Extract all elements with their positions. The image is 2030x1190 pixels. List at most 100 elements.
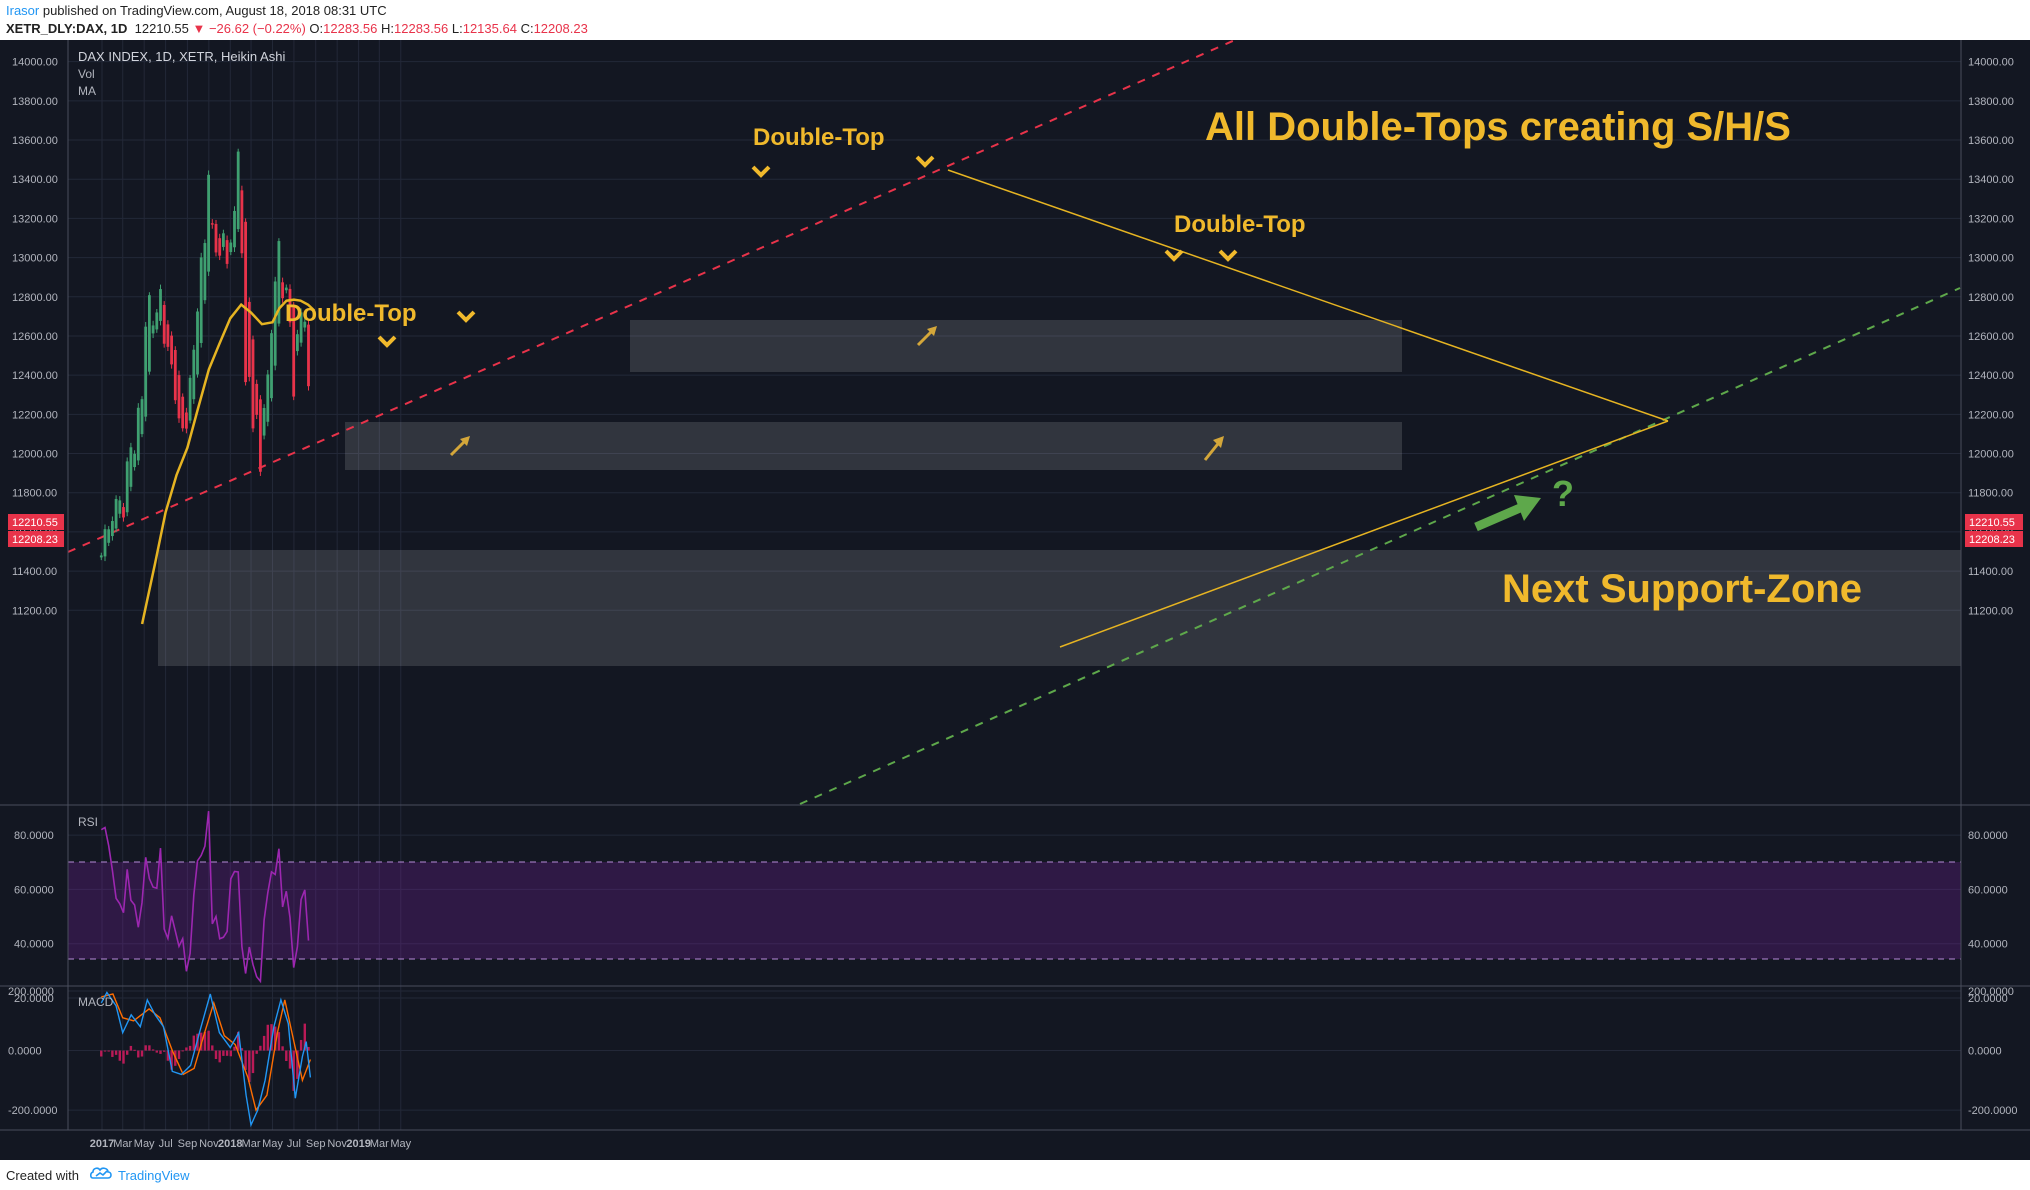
candle-body xyxy=(125,461,129,513)
histogram-bar xyxy=(203,1031,207,1051)
ohlc-line: XETR_DLY:DAX, 1D 12210.55 ▼ −26.62 (−0.2… xyxy=(6,21,588,36)
candle-body xyxy=(210,223,214,225)
close-price-tag-right xyxy=(1965,531,2023,547)
rsi-tick-left: 60.0000 xyxy=(14,884,54,896)
green-arrow-icon xyxy=(1474,495,1541,532)
rsi-tick-left: 20.0000 xyxy=(14,993,54,1005)
ma-line xyxy=(140,298,316,625)
time-tick: Mar xyxy=(113,1138,132,1150)
zone-middle xyxy=(345,422,1402,470)
histogram-bar xyxy=(111,1050,114,1057)
chevron-icon xyxy=(1164,249,1184,262)
question-mark-annotation: ? xyxy=(1552,473,1574,514)
candle-body xyxy=(221,233,225,247)
histogram-bar xyxy=(296,1050,299,1079)
rsi-label: RSI xyxy=(78,815,98,829)
candle-body xyxy=(173,349,177,401)
price-axis[interactable]: 14000.00 14000.00 13800.00 13800.00 13600.00… xyxy=(8,57,2018,1117)
candle-body xyxy=(122,507,125,518)
histogram-bar xyxy=(100,1050,103,1057)
macd-tick-left: 0.0000 xyxy=(8,1046,42,1058)
close-price-text-right: 12208.23 xyxy=(1969,534,2015,546)
price-tick-right: 11800.00 xyxy=(1968,488,2013,500)
candle-body xyxy=(207,174,210,272)
chart-canvas[interactable]: RSI MACD 14000.00 14000.00 13800.00 13800.0… xyxy=(0,40,2030,1160)
candle-body xyxy=(270,333,273,399)
time-tick: 2017 xyxy=(90,1138,114,1150)
time-axis[interactable]: 2017 Mar May Jul Sep Nov 2018 Mar May Jul Sep Nov 20… xyxy=(90,1138,412,1150)
candle-body xyxy=(147,295,151,372)
histogram-bar xyxy=(244,1050,247,1070)
price-tick-left: 12800.00 xyxy=(12,292,58,304)
candle-body xyxy=(166,324,170,347)
price-tick-left: 13400.00 xyxy=(12,174,58,186)
price-tick-left: 11400.00 xyxy=(12,566,57,578)
histogram-bar xyxy=(262,1035,266,1051)
candle-body xyxy=(292,305,296,397)
close-value: 12208.23 xyxy=(533,21,588,36)
annotations: All Double-Tops creating S/H/S Double-To… xyxy=(285,105,1862,611)
price-tick-left: 12600.00 xyxy=(12,331,58,343)
candle-body xyxy=(295,334,299,352)
price-tick-left: 13800.00 xyxy=(12,96,58,108)
candle-body xyxy=(266,374,270,422)
rsi-pane: RSI xyxy=(0,804,2030,984)
chevron-icon xyxy=(456,310,476,323)
histogram-bar xyxy=(148,1045,151,1051)
low-value: 12135.64 xyxy=(462,21,517,36)
histogram-bar xyxy=(222,1050,225,1056)
candle-body xyxy=(151,325,155,334)
time-tick: 2019 xyxy=(346,1138,370,1150)
histogram-bar xyxy=(118,1050,121,1061)
candle-body xyxy=(99,555,103,558)
histogram-bar xyxy=(266,1024,269,1051)
last-price-text-left: 12210.55 xyxy=(12,517,58,529)
price-tick-left: 13000.00 xyxy=(12,253,58,265)
price-tick-right: 12800.00 xyxy=(1968,292,2014,304)
macd-signal-line xyxy=(101,993,312,1112)
triangle-lower-line xyxy=(1059,420,1669,648)
price-tick-left: 12000.00 xyxy=(12,449,58,461)
histogram-bar xyxy=(211,1045,214,1051)
candle-body xyxy=(236,151,240,230)
price-tick-right: 13400.00 xyxy=(1968,174,2014,186)
histogram-bar xyxy=(170,1050,173,1070)
candle-body xyxy=(155,312,159,330)
candle-body xyxy=(233,210,236,248)
chart-header: Irasor published on TradingView.com, Aug… xyxy=(0,0,2030,40)
candle-body xyxy=(229,242,233,253)
time-tick: Sep xyxy=(306,1138,326,1150)
time-tick: Jul xyxy=(159,1138,173,1150)
time-tick: Nov xyxy=(199,1138,219,1150)
publish-line: Irasor published on TradingView.com, Aug… xyxy=(6,3,387,18)
price-tick-left: 12400.00 xyxy=(12,370,58,382)
high-label: H: xyxy=(381,21,395,36)
lower-channel-line xyxy=(799,287,1961,805)
histogram-bar xyxy=(225,1050,229,1056)
time-tick: May xyxy=(390,1138,411,1150)
tradingview-link[interactable]: TradingView xyxy=(118,1168,190,1183)
candle-body xyxy=(281,282,284,299)
close-label: C: xyxy=(520,21,534,36)
histogram-bar xyxy=(255,1050,258,1054)
zone-support xyxy=(158,550,1961,666)
candles xyxy=(99,148,310,562)
price-tick-left: 12200.00 xyxy=(12,409,58,421)
grid xyxy=(68,40,1961,1130)
chevron-icon xyxy=(1218,249,1238,262)
rsi-tick-right: 40.0000 xyxy=(1968,939,2008,951)
candle-body xyxy=(247,301,251,377)
candle-body xyxy=(255,383,259,415)
author-link[interactable]: Irasor xyxy=(6,3,40,18)
candle-body xyxy=(262,408,266,436)
histogram-bar xyxy=(129,1045,133,1051)
macd-tick-right: -200.0000 xyxy=(1968,1105,2018,1117)
histogram-bar xyxy=(233,1046,236,1051)
histogram-bar xyxy=(185,1047,188,1051)
candle-body xyxy=(140,399,144,435)
time-tick: Sep xyxy=(178,1138,198,1150)
histogram-bar xyxy=(307,1046,310,1051)
candle-body xyxy=(133,453,136,468)
candle-body xyxy=(225,240,229,264)
candle-body xyxy=(184,412,188,429)
